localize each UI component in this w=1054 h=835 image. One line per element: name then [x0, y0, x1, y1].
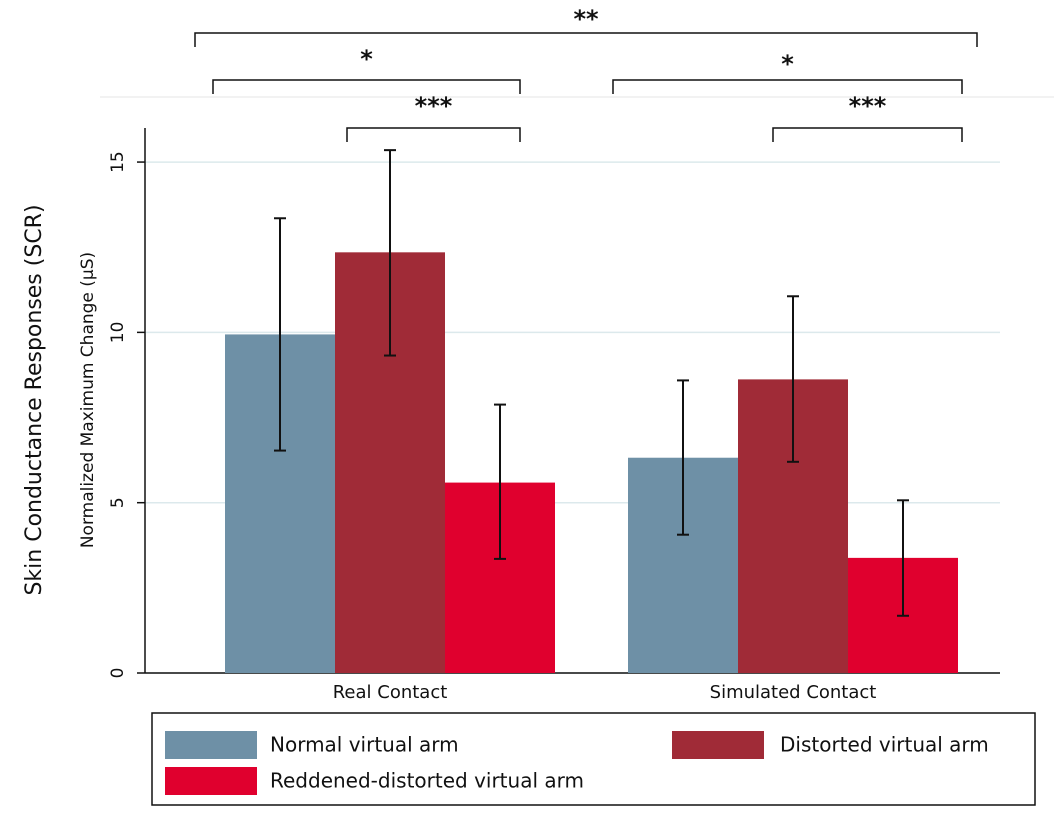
legend-swatch: [165, 731, 257, 759]
y-axis-label: Normalized Maximum Change (μS): [78, 252, 98, 548]
y-tick-label: 5: [108, 497, 128, 508]
legend-label: Reddened-distorted virtual arm: [270, 769, 584, 793]
x-tick-label: Real Contact: [333, 682, 448, 703]
y-tick-label: 0: [108, 668, 128, 679]
outer-y-label: Skin Conductance Responses (SCR): [22, 204, 47, 595]
significance-label: *: [360, 45, 373, 73]
y-tick-label: 10: [108, 322, 128, 344]
legend-label: Normal virtual arm: [270, 733, 459, 757]
legend-swatch: [672, 731, 764, 759]
significance-label: **: [573, 5, 599, 33]
significance-bracket: [346, 127, 521, 142]
significance-label: *: [781, 50, 794, 78]
significance-bracket: [194, 32, 978, 47]
significance-label: ***: [415, 92, 453, 120]
legend-swatch: [165, 767, 257, 795]
legend-label: Distorted virtual arm: [780, 733, 989, 757]
significance-bracket: [212, 79, 521, 94]
significance-bracket: [612, 79, 963, 94]
significance-bracket: [772, 127, 963, 142]
x-tick-label: Simulated Contact: [710, 682, 877, 703]
legend-box: [151, 712, 1036, 806]
significance-label: ***: [849, 92, 887, 120]
y-tick-label: 15: [108, 151, 128, 173]
